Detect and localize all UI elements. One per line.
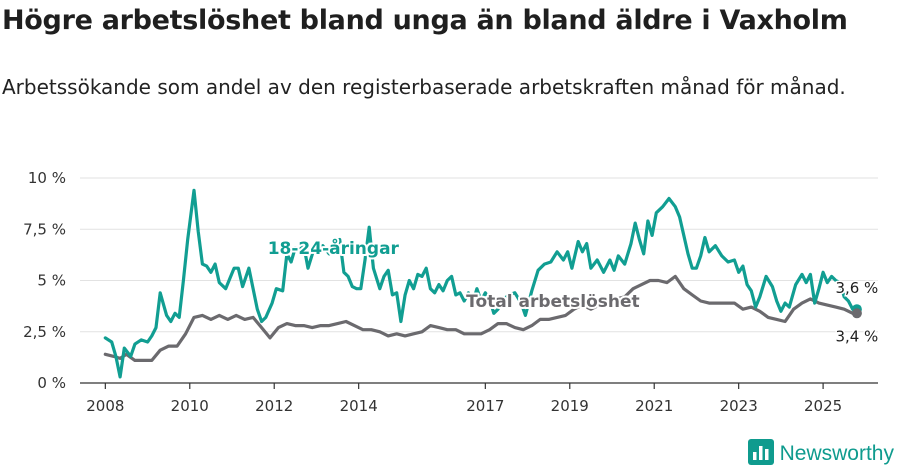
- series-lines: [103, 188, 862, 379]
- x-tick-label: 2025: [804, 397, 842, 415]
- brand-logo: Newsworthy: [747, 439, 894, 469]
- x-tick-label: 2014: [340, 397, 378, 415]
- x-axis: 2008 2010 2012 2014 2017 2019 2021 2023 2025: [80, 382, 878, 415]
- series-label-total: Total arbetslöshet: [466, 292, 640, 312]
- end-value-label-total: 3,4 %: [835, 327, 878, 345]
- y-tick-label: 7,5 %: [23, 220, 66, 238]
- series-line-total: [103, 274, 859, 362]
- y-tick-label: 0 %: [37, 374, 66, 392]
- end-value-label-youth: 3,6 %: [835, 279, 878, 297]
- x-tick-label: 2017: [466, 397, 504, 415]
- series-line-total-endpoint: [851, 308, 862, 319]
- x-tick-label: 2023: [720, 397, 758, 415]
- page-title: Högre arbetslöshet bland unga än bland ä…: [2, 5, 848, 36]
- page-subtitle: Arbetssökande som andel av den registerb…: [2, 75, 846, 99]
- y-axis-ticks: 0 % 2,5 % 5 % 7,5 % 10 %: [23, 169, 66, 392]
- x-tick-label: 2010: [171, 397, 209, 415]
- series-line-youth: [103, 188, 859, 379]
- series-labels: 18-24-åringar Total arbetslöshet 3,6 % 3,4 …: [266, 235, 880, 347]
- y-tick-label: 2,5 %: [23, 323, 66, 341]
- x-tick-label: 2021: [635, 397, 673, 415]
- y-tick-label: 10 %: [28, 169, 66, 187]
- x-tick-label: 2019: [551, 397, 589, 415]
- brand-name: Newsworthy: [779, 442, 894, 465]
- x-tick-label: 2008: [86, 397, 124, 415]
- series-label-youth: 18-24-åringar: [268, 237, 400, 259]
- y-tick-label: 5 %: [37, 272, 66, 290]
- bar-chart-logo-icon: [747, 439, 774, 469]
- x-tick-label: 2012: [255, 397, 293, 415]
